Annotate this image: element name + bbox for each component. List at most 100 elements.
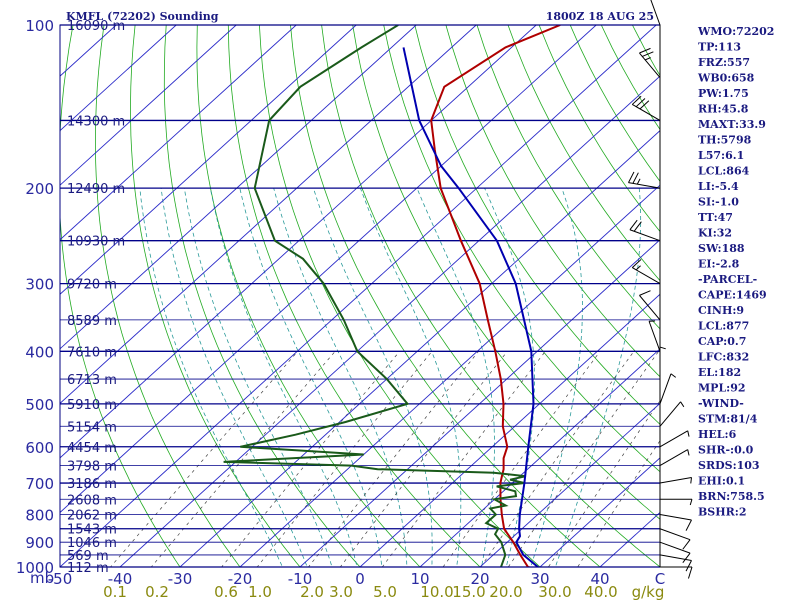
moist-adiabat-line — [139, 188, 283, 567]
wind-barb — [629, 219, 661, 242]
stat-line: SI:-1.0 — [698, 196, 739, 209]
wind-barb — [628, 171, 661, 189]
moist-adiabat-line — [530, 188, 583, 567]
stat-line: SW:188 — [698, 242, 745, 255]
wind-barb-shaft — [659, 528, 691, 541]
height-label: 1543 m — [67, 523, 117, 538]
pressure-tick-labels: 100 200 300 400 500 600 700 800 900 1000 — [16, 17, 54, 577]
stat-line: PW:1.75 — [698, 87, 749, 100]
wind-barb-flag — [687, 430, 690, 437]
temperature-tick-label: -40 — [108, 570, 133, 588]
moist-adiabat-line — [360, 188, 462, 567]
mixing-ratio-lines — [110, 351, 660, 567]
wind-barb — [659, 401, 685, 427]
stat-line: EI:-2.8 — [698, 258, 740, 271]
wind-barb-shaft — [648, 321, 661, 352]
wind-barb-shaft — [628, 182, 661, 189]
wind-barb-flag — [632, 172, 639, 184]
wind-barb-flag — [628, 171, 635, 183]
wind-barb — [660, 498, 693, 506]
isotherm-line — [60, 25, 417, 350]
moist-adiabat-line — [210, 188, 358, 567]
stat-line: WB0:658 — [697, 72, 755, 85]
stat-line: L57:6.1 — [698, 149, 744, 162]
mixing-ratio-line — [150, 351, 336, 567]
stat-line: MPL:92 — [698, 382, 746, 395]
mixing-ratio-tick-label: 0.1 — [103, 583, 127, 600]
wind-barb-flag — [687, 566, 693, 579]
stat-line: -WIND- — [698, 397, 744, 410]
stat-line: TT:47 — [698, 211, 733, 224]
wind-barb-flag — [690, 477, 693, 484]
wind-barb-shaft — [659, 373, 672, 405]
stat-line: EHI:0.1 — [698, 475, 745, 488]
stability-indices-panel: WMO:72202 TP:113 FRZ:557 WB0:658 PW:1.75 RH:4… — [697, 25, 774, 519]
mixing-ratio-line — [507, 351, 659, 567]
moist-adiabat-line — [484, 188, 535, 567]
stat-line: TP:113 — [698, 41, 741, 54]
isotherm-line — [119, 75, 660, 567]
stat-line: KI:32 — [698, 227, 732, 240]
temperature-tick-label: 30 — [530, 570, 549, 588]
isotherm-line — [60, 25, 177, 132]
mixing-ratio-tick-label: 0.2 — [145, 583, 169, 600]
mixing-ratio-tick-label: 10.0 — [420, 583, 453, 600]
wind-barb — [659, 449, 690, 467]
height-label: 2608 m — [67, 493, 117, 508]
pressure-tick-label: 900 — [25, 534, 54, 552]
stat-line: LCL:877 — [698, 320, 749, 333]
wind-barb — [659, 528, 691, 550]
pressure-tick-label: 1000 — [16, 559, 54, 577]
dry-adiabat-line — [95, 25, 241, 567]
stat-line: LFC:832 — [698, 351, 749, 364]
moist-adiabat-line — [160, 188, 308, 567]
height-label: 3186 m — [67, 477, 117, 492]
mixing-ratio-tick-label: 30.0 — [538, 583, 571, 600]
height-label: 3798 m — [67, 460, 117, 475]
height-label: 12490 m — [67, 182, 125, 197]
wind-barb-shaft — [659, 449, 688, 467]
isotherm-line — [60, 25, 357, 295]
wind-barb-shaft — [659, 401, 681, 427]
height-label: 7610 m — [67, 345, 117, 360]
stat-line: STM:81/4 — [698, 413, 758, 426]
wind-barb-shaft — [639, 52, 661, 78]
wind-barb-flag — [685, 560, 692, 572]
stat-line: SRDS:103 — [698, 459, 760, 472]
moist-adiabat-line — [239, 188, 383, 567]
dry-adiabat-line — [445, 25, 660, 378]
temperature-tick-label: -30 — [168, 570, 193, 588]
temperature-tick-label: 20 — [470, 570, 489, 588]
stat-line: CAPE:1469 — [698, 289, 767, 302]
dry-adiabat-line — [352, 25, 660, 520]
mixing-ratio-tick-labels: 0.1 0.2 0.6 1.0 2.0 3.0 5.0 10.015.0 20.0 30.0 40.… — [103, 583, 664, 600]
wind-barb-flag — [682, 539, 691, 550]
height-label: 16090 m — [67, 19, 125, 34]
temperature-tick-label: -20 — [228, 570, 253, 588]
mixing-ratio-tick-label: 3.0 — [329, 583, 353, 600]
wind-barb-shaft — [632, 104, 661, 121]
wind-barb-flag — [670, 373, 677, 378]
mixing-ratio-line — [221, 351, 400, 567]
mixing-ratio-tick-label: 15.0 — [452, 583, 485, 600]
temperature-tick-label: C — [655, 570, 665, 588]
wind-barb-shaft — [659, 541, 691, 554]
isotherm-line — [479, 402, 660, 567]
wind-barb — [631, 95, 661, 121]
isotherm-line — [60, 25, 237, 186]
isotherm-line — [239, 184, 660, 567]
isotherm-line — [60, 25, 597, 514]
wind-barb-flag — [639, 47, 651, 54]
stat-line: CAP:0.7 — [698, 335, 746, 348]
isotherm-line — [60, 25, 537, 459]
wind-barb-shaft — [650, 0, 661, 26]
wind-barb — [659, 373, 677, 405]
wind-barbs — [628, 0, 693, 579]
height-labels: 16090 m 14300 m 12490 m 10930 m 9720 m 8589 m… — [67, 19, 125, 576]
dry-adiabat-line — [227, 25, 481, 567]
stat-line: HEL:6 — [698, 428, 737, 441]
mixing-ratio-tick-label: 20.0 — [489, 583, 522, 600]
stat-line: TH:5798 — [698, 134, 752, 147]
height-label: 9720 m — [67, 278, 117, 293]
wind-barb-flag — [635, 265, 641, 271]
